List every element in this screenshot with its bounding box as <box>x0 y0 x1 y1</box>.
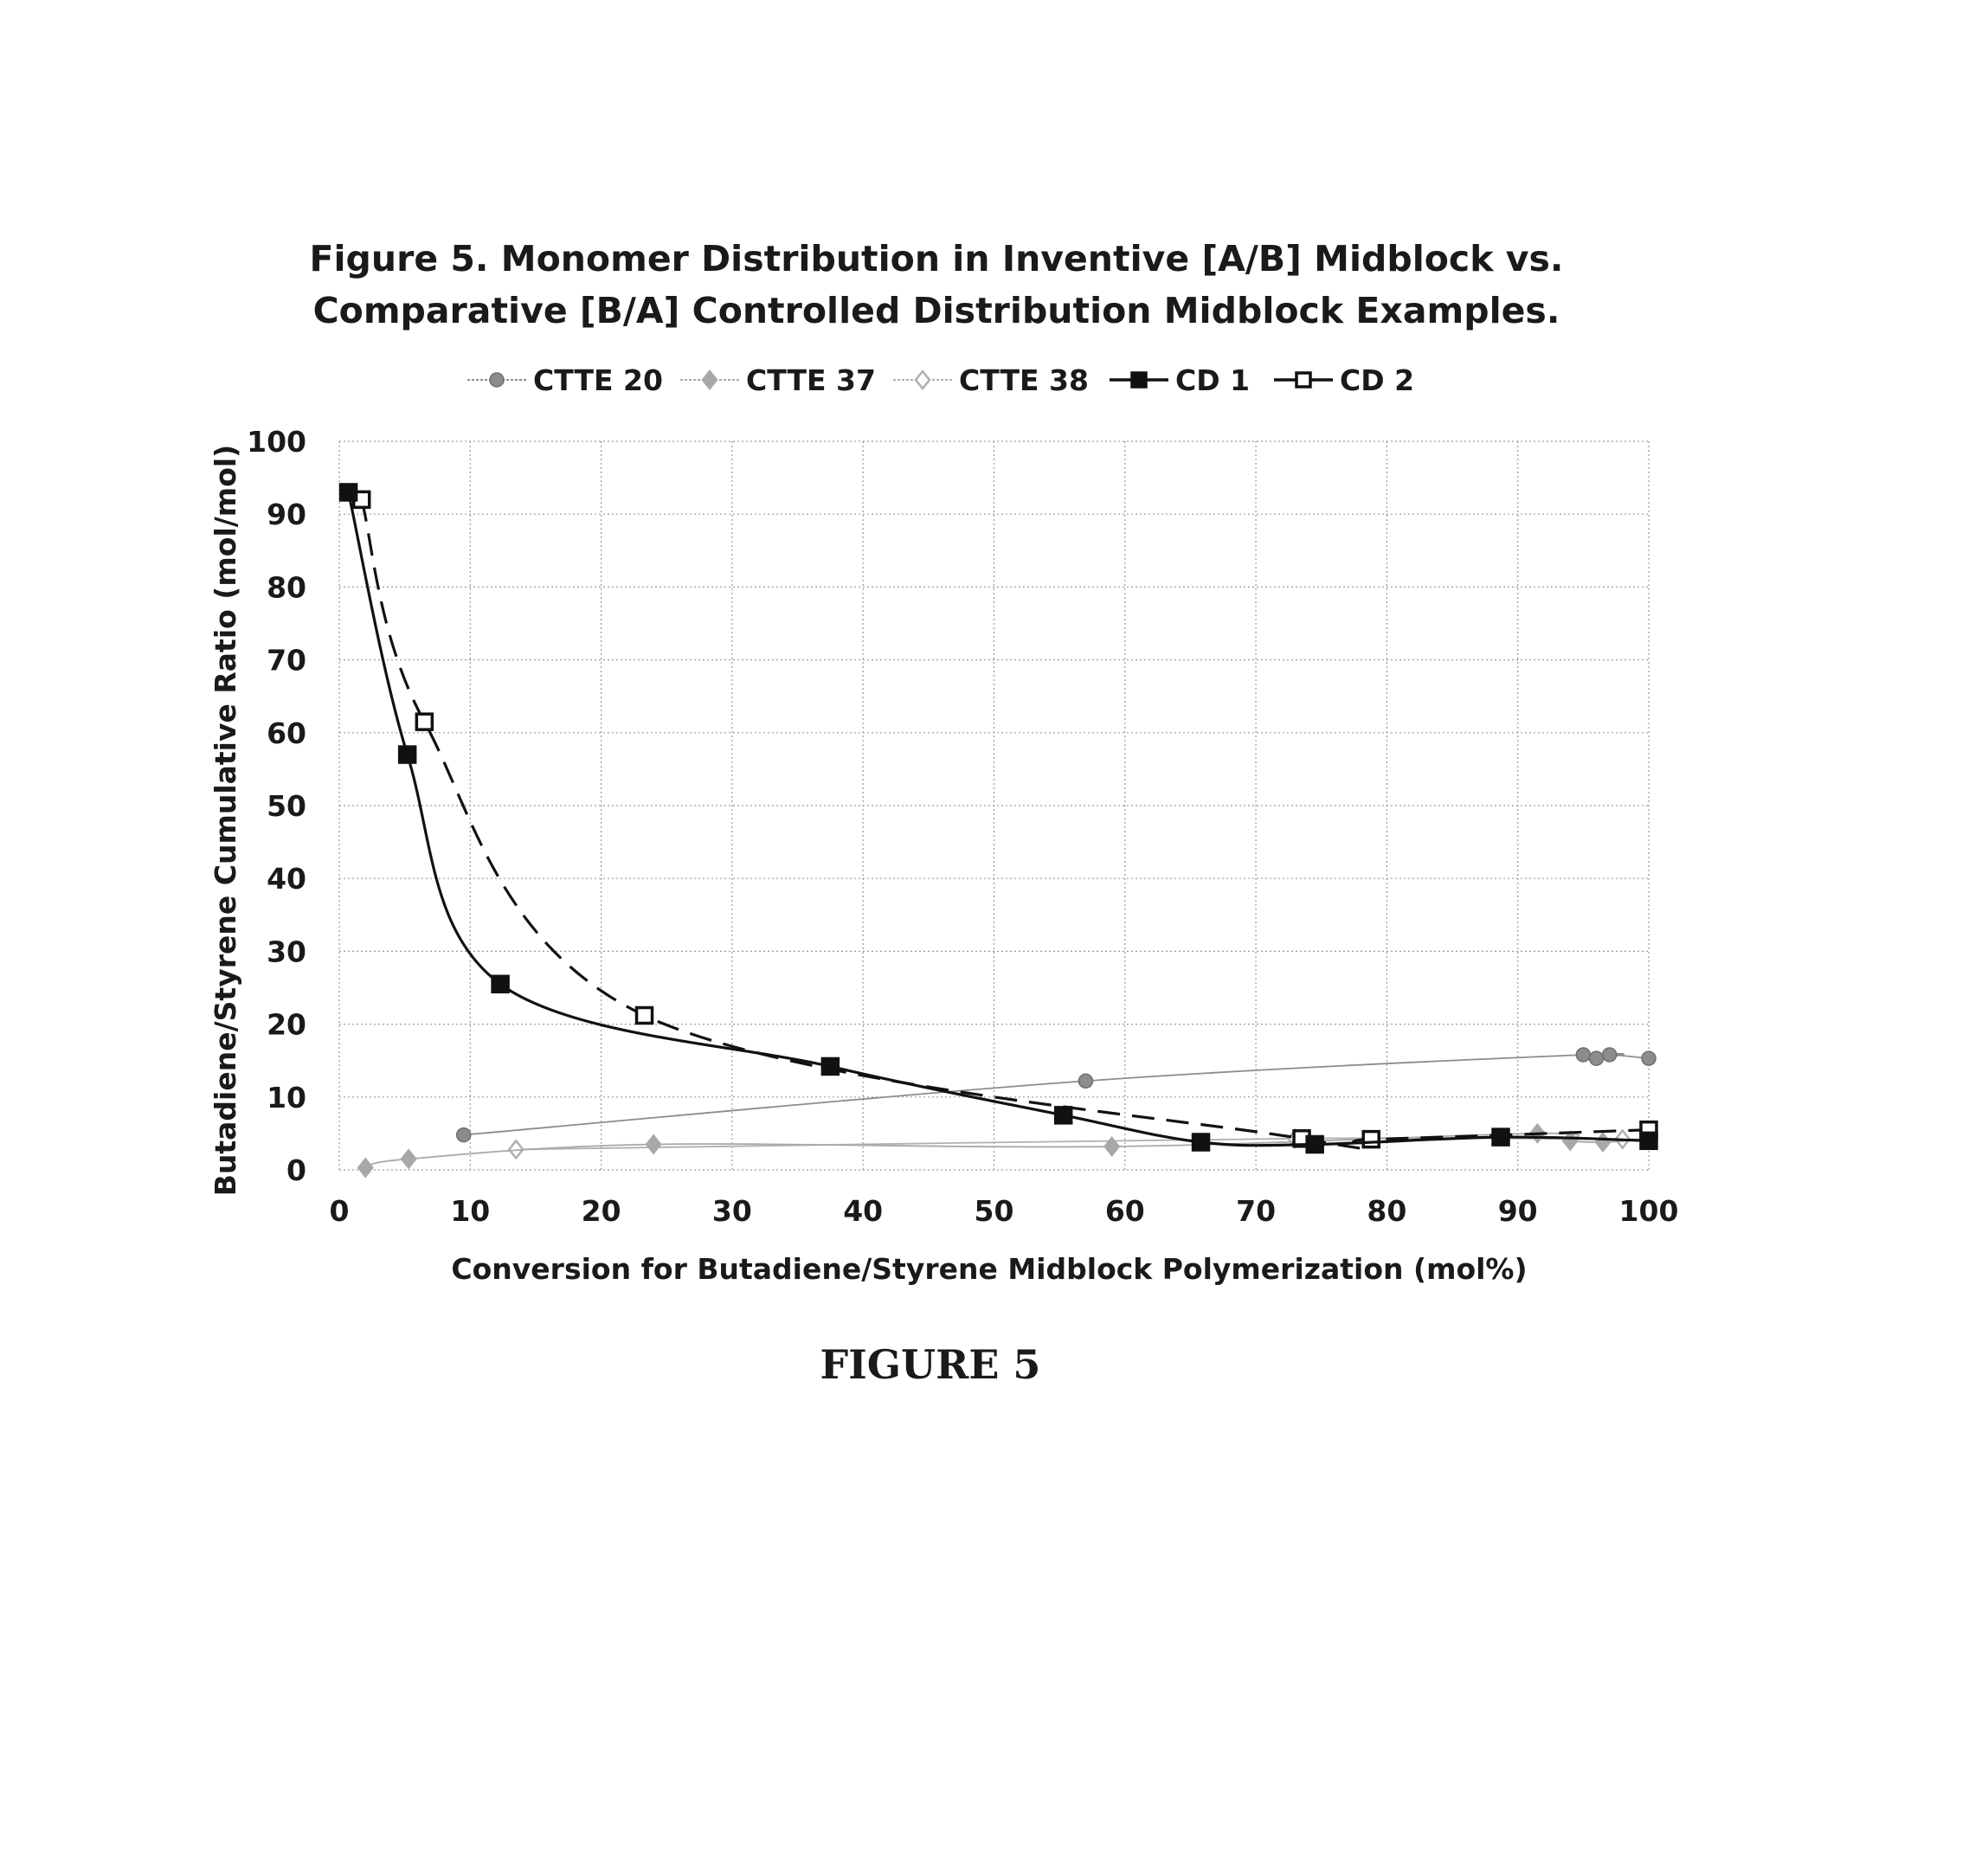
y-tick-label-4: 40 <box>267 862 306 896</box>
x-tick-label-8: 80 <box>1367 1194 1406 1228</box>
point-cd-1-6 <box>1305 1134 1324 1154</box>
legend-label-ctte-38: CTTE 38 <box>959 363 1089 397</box>
point-ctte-20-5 <box>1641 1050 1657 1066</box>
legend-marker-cd-1 <box>1130 371 1148 389</box>
legend-marker-cd-2 <box>1295 371 1312 389</box>
point-ctte-20-3 <box>1588 1050 1605 1066</box>
point-ctte-37-2 <box>645 1134 662 1155</box>
series-ctte-37 <box>357 1122 1657 1179</box>
legend-label-cd-2: CD 2 <box>1340 363 1414 397</box>
x-axis-ticks: 0 10 20 30 40 50 60 70 80 90 100 <box>330 1194 1679 1228</box>
point-ctte-37-0 <box>357 1157 374 1179</box>
legend-label-ctte-37: CTTE 37 <box>746 363 876 397</box>
y-tick-label-9: 90 <box>267 498 306 531</box>
point-ctte-37-6 <box>1594 1132 1612 1153</box>
series-ctte-38 <box>507 1127 1657 1160</box>
point-cd-1-2 <box>491 974 510 994</box>
point-cd-1-0 <box>338 483 358 502</box>
series-cd-2 <box>351 490 1658 1150</box>
x-axis-label: Conversion for Butadiene/Styrene Midbloc… <box>451 1252 1527 1286</box>
x-tick-label-0: 0 <box>330 1194 350 1228</box>
x-tick-label-4: 40 <box>843 1194 883 1228</box>
point-cd-1-3 <box>820 1057 840 1076</box>
point-cd-1-7 <box>1491 1127 1510 1147</box>
point-cd-1-5 <box>1191 1133 1211 1152</box>
series-layer <box>338 483 1658 1179</box>
y-tick-label-8: 80 <box>267 570 306 604</box>
point-ctte-37-1 <box>400 1148 417 1170</box>
point-ctte-20-2 <box>1575 1047 1592 1063</box>
point-cd-1-1 <box>397 745 417 764</box>
legend-label-ctte-20: CTTE 20 <box>533 363 663 397</box>
legend-item-cd-1: CD 1 <box>1110 363 1250 397</box>
chart-title: Figure 5. Monomer Distribution in Invent… <box>310 238 1564 279</box>
x-tick-label-1: 10 <box>450 1194 490 1228</box>
legend: CTTE 20 CTTE 37 CTTE 38 CD 1 CD 2 <box>467 363 1414 397</box>
x-tick-label-7: 70 <box>1236 1194 1276 1228</box>
point-cd-1-4 <box>1053 1106 1073 1125</box>
point-cd-1-8 <box>1639 1131 1658 1151</box>
point-cd-2-4 <box>1361 1129 1380 1149</box>
y-tick-label-10: 100 <box>247 425 306 459</box>
series-ctte-20 <box>455 1047 1657 1143</box>
gridlines <box>338 440 1650 1171</box>
x-tick-label-5: 50 <box>975 1194 1014 1228</box>
y-tick-label-7: 70 <box>267 644 306 678</box>
point-ctte-37-3 <box>1103 1136 1121 1158</box>
y-tick-label-6: 60 <box>267 716 306 750</box>
y-tick-label-0: 0 <box>286 1153 306 1187</box>
legend-marker-ctte-20 <box>489 372 505 388</box>
series-line-cd-2 <box>360 498 1650 1150</box>
legend-marker-ctte-38 <box>914 369 931 391</box>
legend-item-ctte-20: CTTE 20 <box>467 363 663 397</box>
series-line-cd-1 <box>347 491 1650 1147</box>
chart-subtitle: Comparative [B/A] Controlled Distributio… <box>313 290 1560 331</box>
series-cd-1 <box>338 483 1658 1154</box>
point-cd-2-2 <box>634 1005 654 1025</box>
legend-item-ctte-38: CTTE 38 <box>893 363 1089 397</box>
legend-marker-ctte-37 <box>701 369 718 391</box>
point-ctte-20-4 <box>1601 1047 1618 1063</box>
x-tick-label-10: 100 <box>1619 1194 1679 1228</box>
point-cd-2-1 <box>415 712 434 731</box>
legend-item-ctte-37: CTTE 37 <box>680 363 876 397</box>
legend-item-cd-2: CD 2 <box>1274 363 1414 397</box>
x-tick-label-9: 90 <box>1498 1194 1538 1228</box>
y-tick-label-2: 20 <box>267 1008 306 1042</box>
y-axis-ticks: 0 10 20 30 40 50 60 70 80 90 100 <box>247 425 306 1187</box>
figure-caption: FIGURE 5 <box>820 1341 1041 1388</box>
legend-label-cd-1: CD 1 <box>1175 363 1250 397</box>
y-tick-label-1: 10 <box>267 1081 306 1114</box>
point-ctte-20-1 <box>1078 1073 1094 1089</box>
y-tick-label-5: 50 <box>267 789 306 823</box>
x-tick-label-6: 60 <box>1105 1194 1145 1228</box>
y-axis-label: Butadiene/Styrene Cumulative Ratio (mol/… <box>209 445 242 1197</box>
x-tick-label-2: 20 <box>582 1194 621 1228</box>
point-ctte-20-0 <box>455 1127 472 1143</box>
x-tick-label-3: 30 <box>712 1194 752 1228</box>
y-tick-label-3: 30 <box>267 935 306 968</box>
